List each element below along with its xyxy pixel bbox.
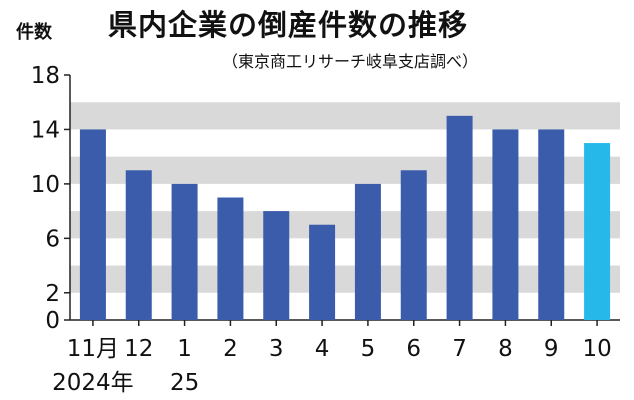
grid-band-14-16 xyxy=(70,102,620,130)
grid-band-2-4 xyxy=(70,265,620,293)
bar-11月 xyxy=(79,129,106,320)
y-tick-label: 2 xyxy=(45,281,60,307)
bar-8 xyxy=(492,129,519,320)
y-tick-label: 0 xyxy=(45,308,60,334)
bar-7 xyxy=(446,115,473,320)
y-tick-label: 6 xyxy=(45,226,60,252)
x-tick-label: 3 xyxy=(269,336,284,362)
x-tick-label: 12 xyxy=(124,336,153,362)
year-label: 2024年 xyxy=(52,370,134,396)
y-tick-label: 18 xyxy=(31,63,60,89)
x-tick-label: 2 xyxy=(223,336,238,362)
bar-2 xyxy=(217,197,244,320)
chart-subtitle: （東京商工リサーチ岐阜支店調べ） xyxy=(222,52,479,71)
bar-1 xyxy=(171,183,198,320)
x-tick-label: 7 xyxy=(452,336,467,362)
x-tick-label: 9 xyxy=(544,336,559,362)
bar-9 xyxy=(538,129,565,320)
x-tick-label: 4 xyxy=(315,336,330,362)
year-label: 25 xyxy=(170,370,199,396)
x-tick-label: 8 xyxy=(498,336,513,362)
x-tick-label: 11月 xyxy=(67,336,119,362)
grid-band-6-8 xyxy=(70,211,620,239)
chart-title: 県内企業の倒産件数の推移 xyxy=(108,8,469,42)
y-axis-unit-label: 件数 xyxy=(16,22,52,43)
bar-5 xyxy=(354,183,381,320)
bar-4 xyxy=(309,224,336,320)
bar-3 xyxy=(263,211,290,320)
y-tick-label: 10 xyxy=(31,172,60,198)
bar-12 xyxy=(125,170,152,320)
x-tick-label: 1 xyxy=(177,336,192,362)
bar-10 xyxy=(584,143,611,320)
x-tick-label: 5 xyxy=(361,336,376,362)
grid-band-10-12 xyxy=(70,156,620,184)
bar-6 xyxy=(400,170,427,320)
y-tick-label: 14 xyxy=(31,117,60,143)
x-tick-label: 10 xyxy=(582,336,611,362)
x-tick-label: 6 xyxy=(406,336,421,362)
